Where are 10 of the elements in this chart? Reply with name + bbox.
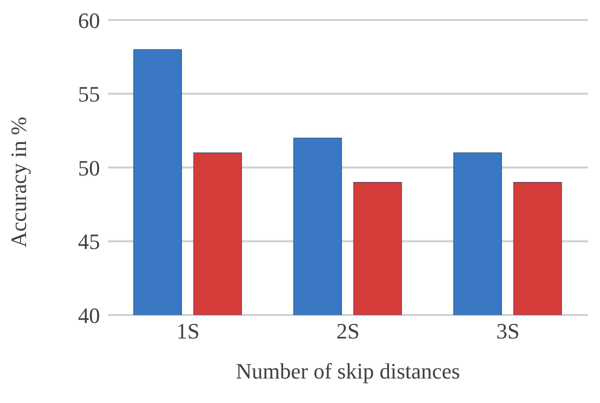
y-tick-label: 45	[78, 229, 100, 254]
y-axis-title: Accuracy in %	[6, 116, 31, 248]
y-tick-label: 55	[78, 82, 100, 107]
y-tick-label: 40	[78, 302, 100, 328]
x-tick-label: 2S	[336, 318, 360, 344]
x-tick-label: 3S	[496, 318, 520, 344]
x-axis-title: Number of skip distances	[236, 358, 460, 384]
y-tick-label: 60	[78, 8, 100, 33]
y-tick-label: 50	[78, 155, 100, 180]
x-tick-label: 1S	[176, 318, 200, 344]
